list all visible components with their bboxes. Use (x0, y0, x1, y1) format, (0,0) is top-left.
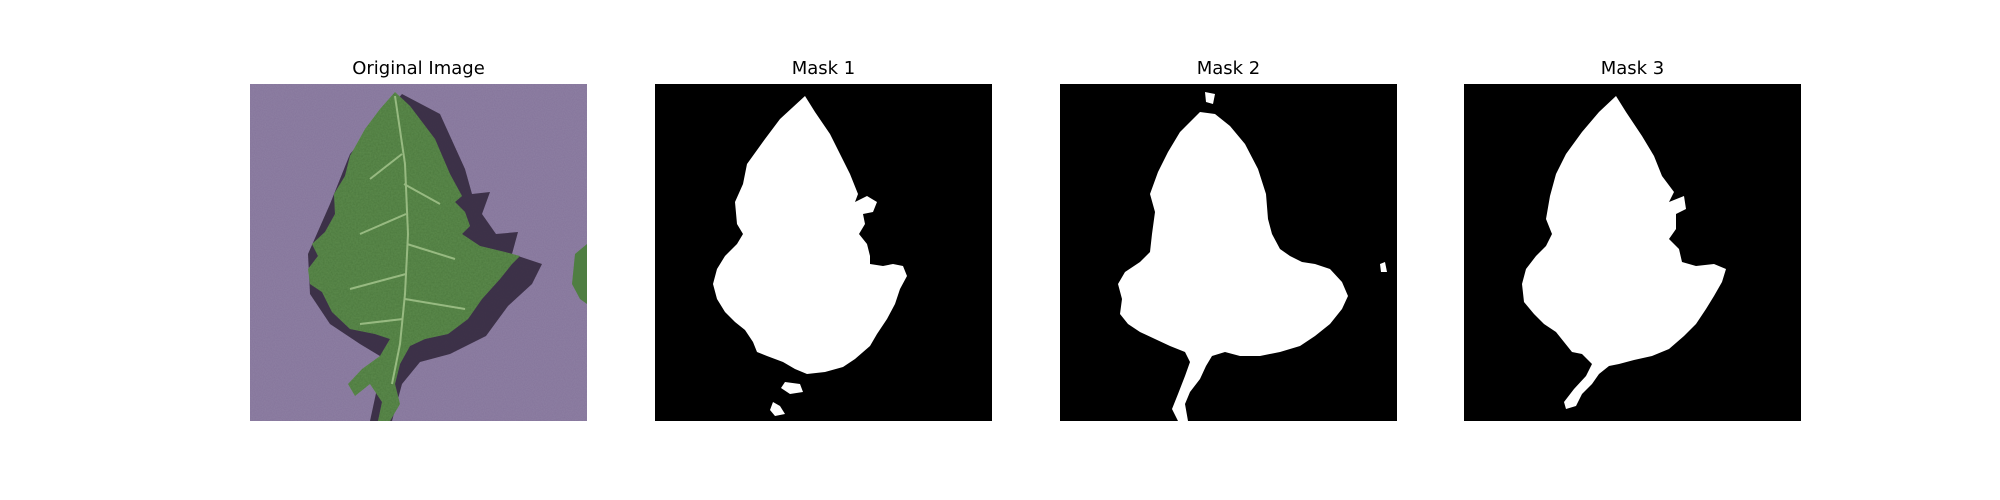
mask-1-blob-b (770, 402, 785, 416)
mask-3-foreground (1522, 96, 1726, 409)
mask-1-title: Mask 1 (791, 58, 856, 79)
mask-3-title: Mask 3 (1600, 58, 1665, 79)
mask-3-image (1464, 84, 1801, 421)
mask-1-image (655, 84, 992, 421)
mask-2-top-speck (1205, 92, 1215, 104)
original-image-title: Original Image (352, 58, 485, 79)
original-image-panel: Original Image (250, 0, 587, 500)
leaf-veins (349, 95, 466, 385)
mask-1-panel: Mask 1 (655, 0, 992, 500)
mask-2-right-speck (1380, 262, 1387, 272)
original-leaf-photo (250, 84, 587, 421)
mask-2-title: Mask 2 (1196, 58, 1261, 79)
leaf-shape (308, 92, 520, 421)
mask-2-foreground (1118, 112, 1348, 421)
mask-1-foreground (713, 96, 907, 374)
leaf-fragment (572, 244, 587, 304)
mask-2-image (1060, 84, 1397, 421)
mask-3-panel: Mask 3 (1464, 0, 1801, 500)
mask-1-blob-a (781, 382, 803, 394)
mask-2-panel: Mask 2 (1060, 0, 1397, 500)
